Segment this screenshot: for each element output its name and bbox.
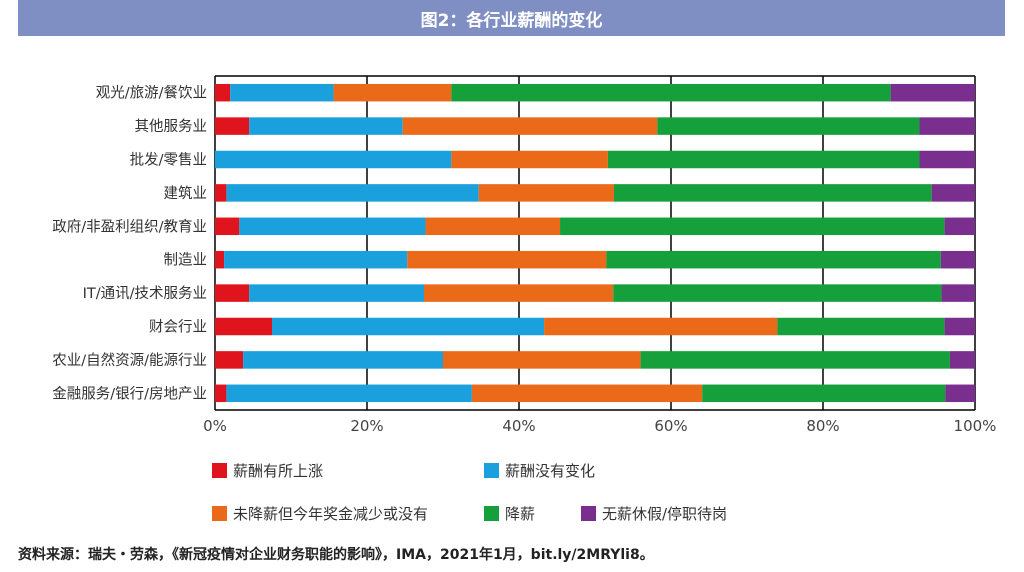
- bar-segment: [239, 217, 426, 236]
- bar-segment: [919, 150, 975, 169]
- category-label: 制造业: [164, 252, 208, 269]
- bar-segment: [215, 384, 227, 403]
- bar-segment: [226, 184, 479, 202]
- bar-segment: [940, 250, 975, 269]
- bar-segment: [215, 83, 231, 102]
- legend-item: 降薪: [484, 503, 535, 524]
- legend-swatch: [484, 463, 499, 478]
- bar-segment: [215, 184, 227, 202]
- x-tick-label: 60%: [654, 417, 687, 435]
- legend-item: 薪酬有所上涨: [212, 460, 323, 481]
- bar-segment: [451, 83, 891, 102]
- bar-segment: [478, 184, 614, 202]
- category-label: 建筑业: [164, 185, 208, 202]
- bar-segment: [702, 384, 946, 403]
- bar-segment: [640, 351, 950, 369]
- bar-segment: [919, 117, 975, 135]
- bar-segment: [657, 117, 920, 135]
- bar-segment: [407, 250, 607, 269]
- bar-segment: [215, 317, 272, 336]
- bar-segment: [544, 317, 778, 336]
- bar-segment: [890, 83, 975, 102]
- bar-segment: [425, 217, 561, 236]
- legend-label: 降薪: [505, 505, 536, 523]
- bar-segment: [944, 317, 975, 336]
- bar-segment: [224, 250, 408, 269]
- x-tick-label: 20%: [350, 417, 383, 435]
- legend-label: 无薪休假/停职待岗: [602, 505, 728, 523]
- x-tick-label: 100%: [954, 417, 997, 435]
- legend-swatch: [212, 463, 227, 478]
- category-label: 财会行业: [149, 319, 207, 336]
- x-tick-label: 0%: [203, 417, 227, 435]
- bar-segment: [777, 317, 945, 336]
- x-tick-label: 80%: [806, 417, 839, 435]
- bar-segment: [215, 284, 250, 302]
- bar-segment: [614, 184, 932, 202]
- bar-segment: [613, 284, 942, 302]
- bar-segment: [215, 217, 240, 236]
- category-label: 其他服务业: [135, 118, 208, 135]
- legend-item: 未降薪但今年奖金减少或没有: [212, 503, 428, 524]
- category-label: IT/通讯/技术服务业: [83, 285, 207, 302]
- bar-segment: [215, 250, 225, 269]
- bar-segment: [451, 150, 608, 169]
- bar-segment: [402, 117, 658, 135]
- bar-segment: [949, 351, 975, 369]
- bar-segment: [249, 117, 403, 135]
- source-note: 资料来源：瑞夫・劳森，《新冠疫情对企业财务职能的影响》，IMA，2021年1月，…: [18, 547, 654, 563]
- legend-label: 薪酬没有变化: [505, 462, 596, 480]
- bar-segment: [249, 284, 424, 302]
- category-label: 批发/零售业: [130, 152, 207, 169]
- x-tick-label: 40%: [502, 417, 535, 435]
- legend-item: 无薪休假/停职待岗: [581, 503, 727, 524]
- legend-label: 未降薪但今年奖金减少或没有: [233, 505, 429, 523]
- legend-item: 薪酬没有变化: [484, 460, 595, 481]
- bar-segment: [424, 284, 614, 302]
- bar-segment: [471, 384, 703, 403]
- bar-segment: [215, 117, 250, 135]
- bar-segment: [945, 384, 975, 403]
- category-label: 农业/自然资源/能源行业: [52, 352, 207, 369]
- legend-label: 薪酬有所上涨: [233, 462, 324, 480]
- bar-segment: [215, 150, 452, 169]
- bar-segment: [607, 150, 920, 169]
- legend-swatch: [581, 506, 596, 521]
- bar-segment: [944, 217, 975, 236]
- bar-segment: [941, 284, 975, 302]
- bar-segment: [230, 83, 334, 102]
- legend-swatch: [484, 506, 499, 521]
- category-label: 政府/非盈利组织/教育业: [52, 218, 207, 235]
- bar-segment: [931, 184, 975, 202]
- legend-swatch: [212, 506, 227, 521]
- bar-segment: [226, 384, 472, 403]
- bar-segment: [333, 83, 452, 102]
- bar-segment: [243, 351, 443, 369]
- chart-title: 图2：各行业薪酬的变化: [18, 0, 1005, 36]
- bar-segment: [606, 250, 941, 269]
- bar-segment: [215, 351, 244, 369]
- category-label: 观光/旅游/餐饮业: [96, 85, 207, 102]
- bar-segment: [560, 217, 945, 236]
- bar-segment: [443, 351, 641, 369]
- category-label: 金融服务/银行/房地产业: [52, 385, 207, 402]
- bar-segment: [272, 317, 545, 336]
